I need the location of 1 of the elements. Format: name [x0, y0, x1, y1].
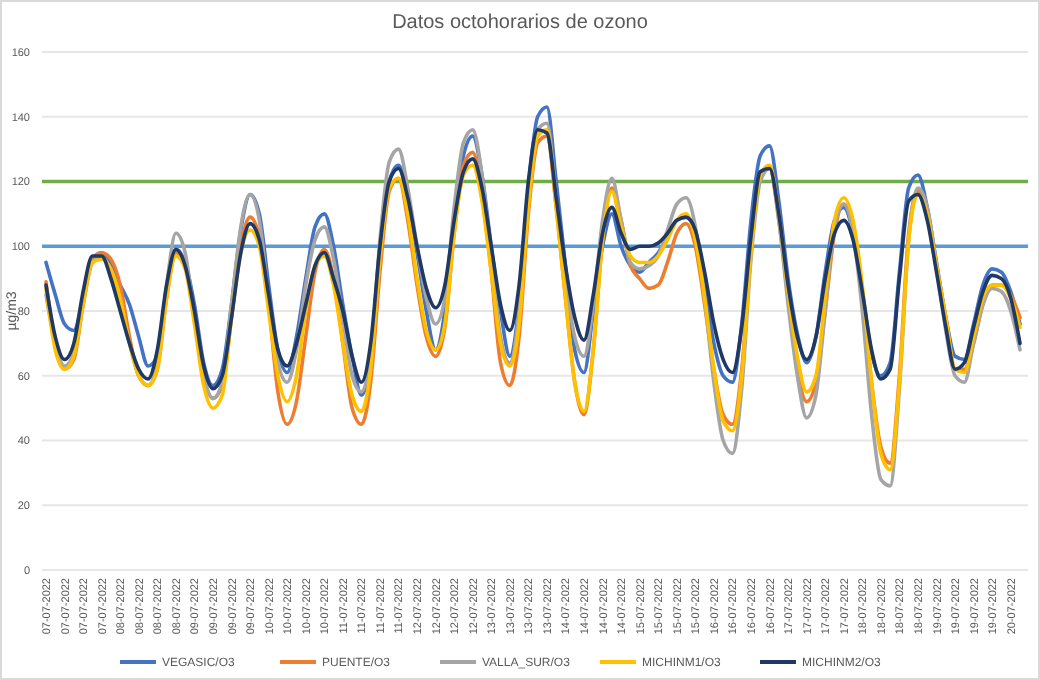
chart-title: Datos octohorarios de ozono — [392, 12, 649, 34]
